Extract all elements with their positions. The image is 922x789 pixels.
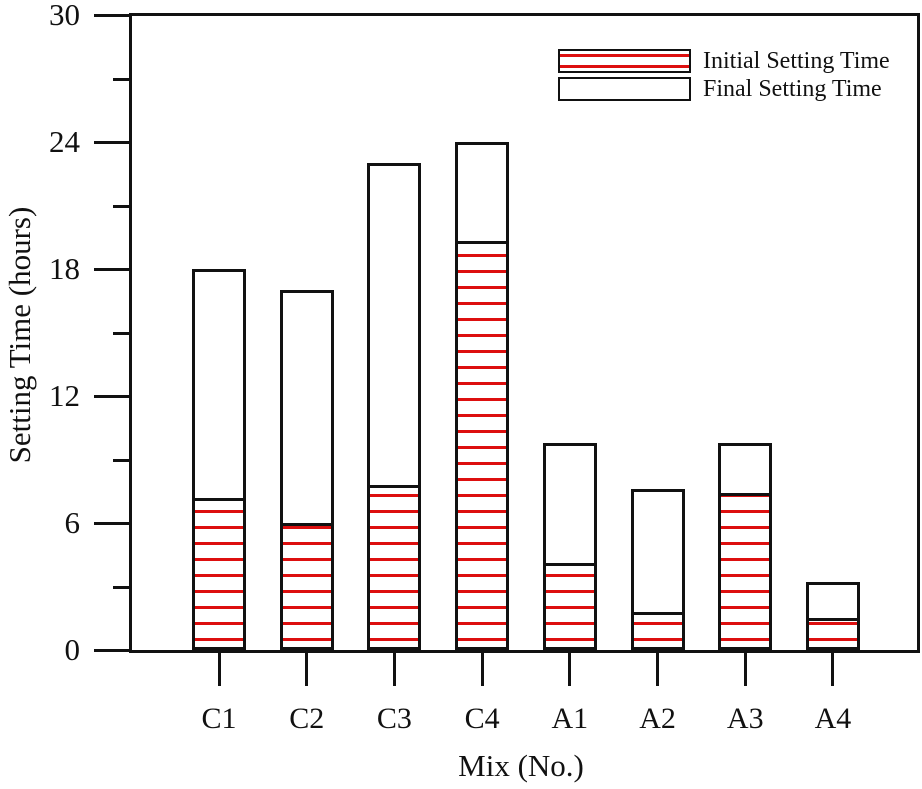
legend-label-final-setting-time: Final Setting Time — [703, 76, 882, 102]
y-axis-tick-label: 6 — [64, 505, 81, 540]
x-axis-tick-A1 — [568, 653, 572, 686]
bar-initial-A4 — [805, 618, 860, 650]
bar-final-A4 — [805, 582, 860, 619]
bar-initial-A2 — [630, 611, 685, 650]
y-axis-minor-tick — [113, 204, 129, 208]
legend-label-initial-setting-time: Initial Setting Time — [703, 48, 890, 74]
y-axis-minor-tick — [113, 458, 129, 462]
x-axis-label-C4: C4 — [464, 702, 500, 735]
bar-initial-C4 — [455, 241, 510, 650]
bar-final-C2 — [279, 290, 334, 523]
bar-final-A1 — [542, 442, 597, 564]
x-axis-tick-C3 — [392, 653, 396, 686]
y-axis-major-tick — [94, 14, 129, 17]
x-axis-label-A4: A4 — [814, 702, 852, 735]
bar-final-C3 — [367, 163, 422, 485]
y-axis-tick-label: 12 — [49, 378, 80, 413]
y-axis-minor-tick — [113, 585, 129, 589]
bar-final-A2 — [630, 489, 685, 612]
bar-final-C1 — [192, 269, 246, 498]
bar-initial-A3 — [718, 493, 773, 650]
y-axis-minor-tick — [113, 77, 129, 81]
bar-initial-C2 — [279, 523, 334, 650]
x-axis-label-A2: A2 — [639, 702, 676, 735]
x-axis-label-A3: A3 — [726, 702, 764, 735]
y-axis-minor-tick — [113, 331, 129, 335]
x-axis-label-C3: C3 — [376, 702, 412, 735]
x-axis-label-A1: A1 — [551, 702, 589, 735]
x-axis-tick-C1 — [217, 653, 221, 686]
bar-initial-A1 — [542, 563, 597, 650]
y-axis-tick-label: 30 — [49, 0, 80, 32]
bar-initial-C1 — [192, 497, 246, 650]
y-axis-tick-label: 24 — [49, 124, 80, 159]
y-axis-major-tick — [94, 395, 129, 398]
x-axis-title: Mix (No.) — [458, 748, 584, 783]
legend-swatch-initial-setting-time — [558, 49, 691, 73]
y-axis-tick-label: 0 — [64, 632, 81, 667]
x-axis-label-C1: C1 — [201, 702, 237, 735]
y-axis-major-tick — [94, 522, 129, 525]
x-axis-tick-C2 — [305, 653, 309, 686]
y-axis-tick-label: 18 — [49, 251, 80, 286]
y-axis-title: Setting Time (hours) — [2, 206, 37, 464]
bar-final-C4 — [455, 142, 510, 242]
x-axis-tick-A4 — [831, 653, 835, 686]
bar-initial-C3 — [367, 484, 422, 650]
bar-final-A3 — [718, 442, 773, 494]
x-axis-tick-A2 — [656, 653, 660, 686]
y-axis-major-tick — [94, 649, 129, 652]
legend-swatch-final-setting-time — [558, 77, 691, 101]
x-axis-tick-C4 — [480, 653, 484, 686]
y-axis-major-tick — [94, 141, 129, 144]
x-axis-label-C2: C2 — [289, 702, 325, 735]
plot-area — [129, 13, 920, 653]
x-axis-tick-A3 — [743, 653, 747, 686]
y-axis-major-tick — [94, 268, 129, 271]
